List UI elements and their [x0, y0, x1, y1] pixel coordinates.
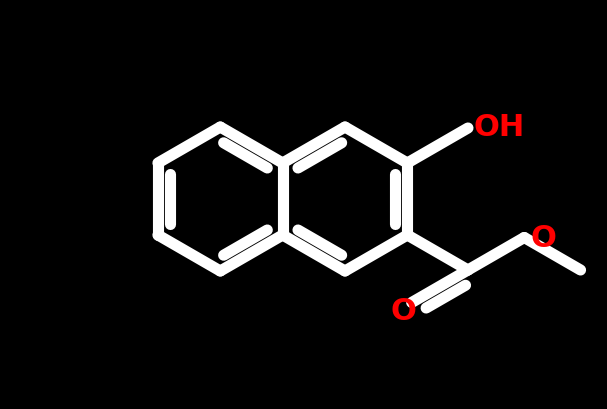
Text: OH: OH	[474, 112, 525, 141]
Text: O: O	[531, 223, 556, 252]
Text: O: O	[391, 296, 416, 325]
